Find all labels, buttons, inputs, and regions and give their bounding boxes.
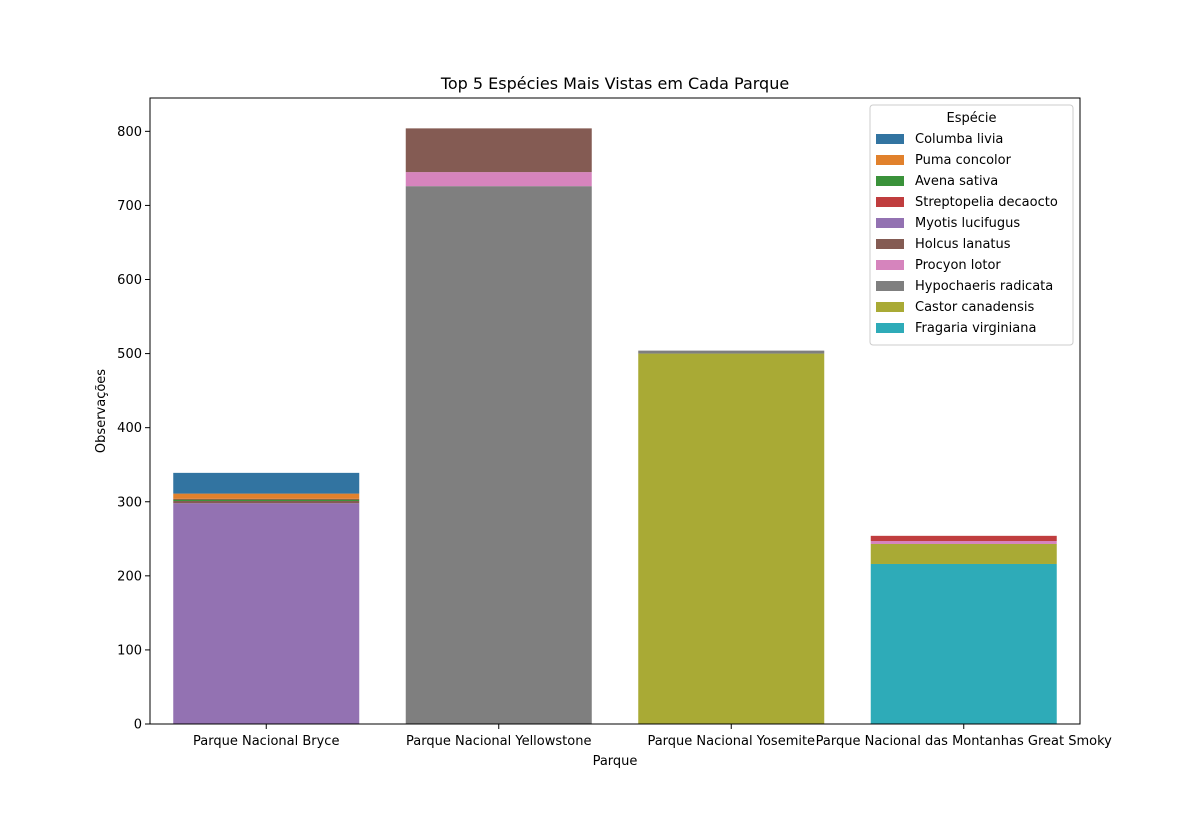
bar-segment — [405, 128, 592, 173]
bar-segment — [870, 535, 1057, 542]
y-tick-label: 0 — [134, 718, 142, 733]
legend-label: Castor canadensis — [915, 300, 1035, 315]
x-axis: Parque Nacional Bryce Parque Nacional Yel… — [193, 724, 1112, 749]
y-tick-label: 200 — [117, 569, 142, 584]
bars-layer — [173, 128, 1057, 724]
legend-label: Myotis lucifugus — [915, 216, 1020, 231]
legend-title: Espécie — [947, 111, 997, 126]
y-tick-label: 500 — [117, 347, 142, 362]
legend-swatch — [876, 323, 904, 333]
bar-segment — [638, 353, 825, 724]
legend-label: Procyon lotor — [915, 258, 1001, 273]
legend-label: Columba livia — [915, 132, 1003, 147]
x-tick-label: Parque Nacional das Montanhas Great Smok… — [816, 734, 1113, 749]
x-tick-label: Parque Nacional Yellowstone — [406, 734, 591, 749]
legend-swatch — [876, 176, 904, 186]
legend-label: Puma concolor — [915, 153, 1012, 168]
y-tick-label: 800 — [117, 125, 142, 140]
legend-swatch — [876, 134, 904, 144]
chart-title: Top 5 Espécies Mais Vistas em Cada Parqu… — [440, 74, 789, 93]
legend: Espécie Columba livia Puma concolor Avena s… — [869, 104, 1074, 346]
legend-label: Avena sativa — [915, 174, 998, 189]
bar-segment — [638, 350, 825, 354]
x-tick-label: Parque Nacional Bryce — [193, 734, 339, 749]
y-tick-label: 300 — [117, 495, 142, 510]
bar-segment — [173, 493, 360, 499]
legend-label: Holcus lanatus — [915, 237, 1011, 252]
legend-swatch — [876, 197, 904, 207]
y-axis: 0 100 200 300 400 500 600 700 800 — [117, 125, 150, 733]
bar-segment — [173, 499, 360, 502]
legend-swatch — [876, 281, 904, 291]
x-tick-label: Parque Nacional Yosemite — [647, 734, 815, 749]
bar-segment — [870, 563, 1057, 724]
plot-frame — [149, 97, 1081, 725]
y-axis-title: Observações — [94, 369, 109, 453]
bar-segment — [405, 186, 592, 724]
bar-segment — [173, 503, 360, 724]
legend-label: Streptopelia decaocto — [915, 195, 1058, 210]
bar-segment — [173, 501, 360, 504]
legend-swatch — [876, 260, 904, 270]
bar-segment — [173, 498, 360, 500]
legend-swatch — [876, 218, 904, 228]
legend-swatch — [876, 302, 904, 312]
y-tick-label: 100 — [117, 643, 142, 658]
legend-swatch — [876, 239, 904, 249]
legend-box — [869, 104, 1074, 346]
legend-swatch — [876, 155, 904, 165]
y-tick-label: 400 — [117, 421, 142, 436]
bar-segment — [870, 543, 1057, 564]
bar-segment — [870, 541, 1057, 544]
legend-label: Fragaria virginiana — [915, 321, 1036, 336]
y-tick-label: 700 — [117, 199, 142, 214]
legend-label: Hypochaeris radicata — [915, 279, 1053, 294]
x-axis-title: Parque — [593, 754, 638, 769]
y-tick-label: 600 — [117, 273, 142, 288]
bar-segment — [173, 472, 360, 494]
bar-segment — [405, 172, 592, 187]
